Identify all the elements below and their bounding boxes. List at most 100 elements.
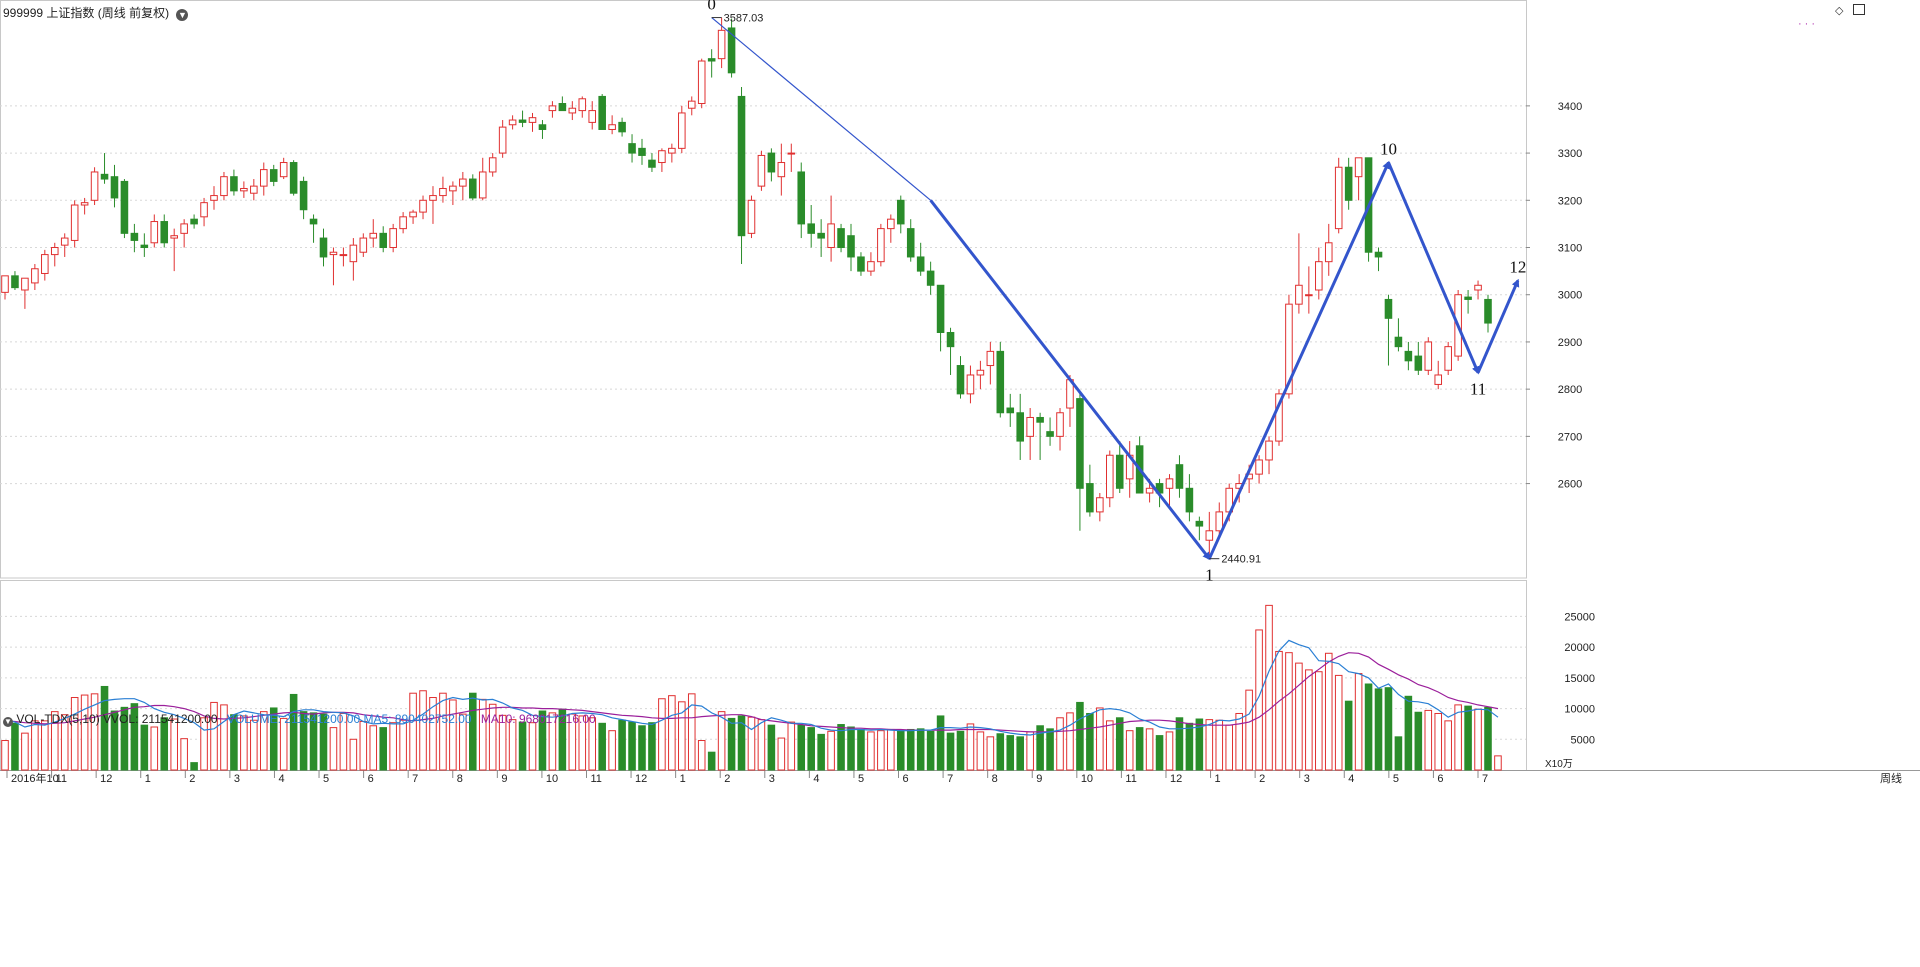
wave-label: 0 [707,0,716,14]
volume-bar [1076,701,1084,771]
x-tick-label: 8 [992,773,998,785]
volume-bar [1464,705,1472,771]
volume-bar [916,728,925,771]
candle-up [1165,478,1174,489]
candle-down [190,218,198,225]
candle-up [220,176,228,197]
volume-bar [1016,736,1024,771]
candle-down [1384,298,1393,319]
volume-bar [369,725,378,771]
candle-down [1394,336,1403,348]
more-dots-icon[interactable]: ··· [1798,18,1818,30]
volume-bar [309,712,318,771]
volume-bar [439,692,447,771]
volume-bar [50,711,59,771]
candle-up [1474,284,1482,291]
volume-bar [319,713,328,771]
chevron-down-icon[interactable]: ▼ [176,9,189,21]
volume-bar [956,730,965,771]
x-tick-label: 1 [145,773,151,785]
chevron-down-icon[interactable]: ▼ [3,717,13,727]
candle-up [1444,346,1452,371]
candle-up [170,235,178,239]
candle-up [678,112,686,149]
period-label: 周线 [1880,771,1902,785]
volume-bar [837,724,845,771]
candle-up [478,171,487,199]
candle-up [1315,261,1323,291]
candle-down [1115,454,1124,489]
volume-legend: ▼ VOL-TDX(5,10) VVOL: 211541200.00 VOLUM… [3,712,596,727]
candle-down [857,256,865,272]
volume-bar [1185,722,1194,771]
price-panel-frame [0,0,1527,579]
volume-bar [867,731,875,771]
candle-down [797,171,806,225]
candle-up [488,157,497,173]
volume-bar [1494,755,1502,771]
volume-bar [1066,712,1074,771]
candle-down [996,350,1005,414]
wave-label: 12 [1509,258,1526,277]
candle-up [548,105,557,112]
candle-down [896,199,905,225]
volume-value: VOLUME: 211541200.00 [226,712,361,726]
volume-bar [807,727,815,771]
volume-bar [996,733,1005,771]
price-tick-label: 2800 [1558,384,1582,396]
volume-bar [1235,712,1243,771]
candle-up [508,119,517,126]
candle-up [339,254,348,257]
volume-bar [1036,725,1044,771]
volume-bar [1165,731,1174,771]
candle-down [906,228,915,258]
candle-down [1464,296,1472,300]
candle-up [976,369,985,376]
candle-up [240,187,248,192]
candle-down [319,237,328,258]
candle-down [100,173,109,180]
candle-down [558,103,567,112]
volume-bar [1056,717,1064,771]
x-tick-label: 12 [635,773,647,785]
volume-bar [160,717,169,771]
ma5-value: MA5: 890402752.00 [363,712,472,726]
window-icon[interactable] [1853,4,1865,15]
volume-bar [250,719,258,771]
volume-bar [936,715,945,771]
candle-up [1106,454,1114,499]
volume-bar [687,693,696,771]
candle-up [279,162,288,178]
volume-bar [747,716,756,771]
candle-up [658,150,666,164]
volume-bar [409,692,417,771]
candle-up [389,228,397,249]
diamond-icon[interactable]: ◇ [1835,5,1844,17]
candle-up [1285,303,1293,395]
volume-bar [697,740,706,771]
x-tick-label: 11 [590,773,601,785]
candle-up [50,247,59,256]
candle-up [369,232,378,239]
candle-up [1424,341,1433,371]
candle-down [1046,431,1054,437]
volume-bar [449,699,457,771]
candle-down [1076,398,1084,489]
candle-up [757,154,766,187]
volume-bar [60,714,69,771]
x-tick-label: 1 [680,773,686,785]
volume-bar [1175,717,1184,771]
candle-up [1354,157,1363,178]
volume-bar [777,737,786,771]
volume-bar [1444,720,1452,771]
x-tick-label: 11 [56,773,67,785]
candle-up [150,221,159,244]
volume-bar [498,714,507,771]
volume-bar [289,693,298,771]
volume-bar [299,711,308,771]
symbol-code: 999999 [3,6,44,20]
volume-bar [797,724,806,771]
price-tick-label: 2900 [1558,337,1582,349]
